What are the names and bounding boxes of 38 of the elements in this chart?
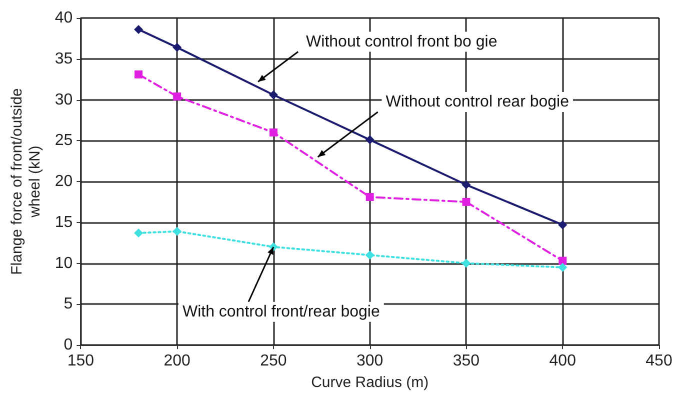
y-tick-label: 40 <box>54 10 73 26</box>
point <box>558 220 568 230</box>
x-tick-label: 350 <box>452 352 480 370</box>
y-axis-title: Flange force of front/outside wheel (kN) <box>8 88 44 275</box>
y-tick-label: 10 <box>54 254 73 272</box>
x-tick-label: 250 <box>260 352 287 370</box>
annotation: Without control front bo gie <box>306 33 498 50</box>
x-tick-label: 150 <box>67 352 94 370</box>
point <box>268 90 278 100</box>
point <box>558 262 568 272</box>
point <box>172 42 182 52</box>
annotation: Without control rear bogie <box>386 93 570 110</box>
point <box>134 228 144 238</box>
point <box>462 258 471 268</box>
y-tick-label: 15 <box>54 214 73 231</box>
y-tick-label: 0 <box>64 336 73 354</box>
point <box>366 193 374 202</box>
x-tick-label: 450 <box>646 352 672 370</box>
annotation: With control front/rear bogie <box>182 303 380 320</box>
x-axis-title: Curve Radius (m) <box>311 374 429 391</box>
point <box>173 92 182 100</box>
y-tick-label: 35 <box>54 50 73 68</box>
x-tick-label: 200 <box>164 352 191 370</box>
point <box>269 128 278 136</box>
point <box>172 226 182 236</box>
point <box>365 250 374 260</box>
x-tick-label: 300 <box>356 352 384 370</box>
y-tick-label: 25 <box>54 132 73 150</box>
point <box>462 180 471 190</box>
y-tick-label: 20 <box>54 173 73 190</box>
point <box>134 70 143 78</box>
y-tick-label: 30 <box>54 91 73 108</box>
point <box>462 198 470 206</box>
point <box>134 24 144 34</box>
x-tick-label: 400 <box>549 352 576 370</box>
y-tick-label: 5 <box>64 296 73 313</box>
point <box>365 135 374 144</box>
point <box>558 256 567 265</box>
